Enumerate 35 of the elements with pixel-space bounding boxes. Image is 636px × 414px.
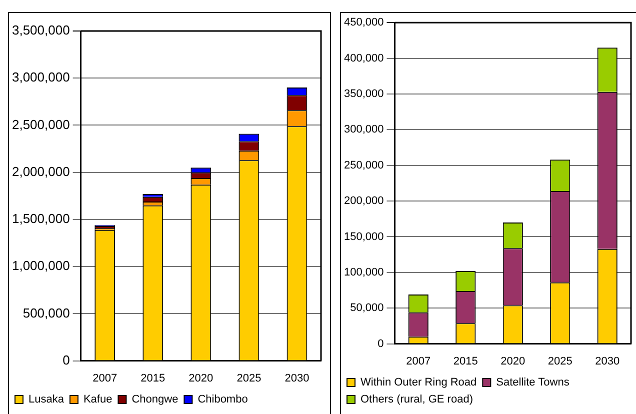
x-tick-label: 2025 [548, 355, 572, 368]
y-tick-label: 450,000 [344, 16, 384, 29]
legend-label: Others (rural, GE road) [360, 394, 473, 406]
y-tick-label: 200,000 [344, 195, 384, 208]
y-tick-label: 0 [378, 338, 384, 350]
y-tick-label: 2,000,000 [12, 164, 70, 179]
y-tick-label: 500,000 [22, 305, 70, 320]
y-tick-label: 50,000 [350, 302, 384, 314]
y-tick-label: 150,000 [344, 230, 384, 243]
x-tick-label: 2015 [453, 355, 478, 368]
y-tick-label: 3,000,000 [12, 70, 70, 85]
y-tick-label: 400,000 [344, 52, 384, 64]
x-tick-label: 2007 [92, 372, 118, 384]
y-tick-label: 1,500,000 [12, 211, 70, 226]
legend-label: Lusaka [28, 394, 65, 406]
legend-label: Chongwe [132, 394, 178, 406]
legend-label: Kafue [83, 394, 112, 406]
y-tick-label: 2,500,000 [12, 116, 70, 132]
y-tick-label: 350,000 [344, 88, 384, 100]
y-tick-label: 1,000,000 [12, 258, 70, 274]
y-tick-label: 0 [62, 352, 70, 368]
x-tick-label: 2025 [236, 372, 262, 384]
legend-label: Chibombo [198, 394, 248, 406]
x-tick-label: 2020 [188, 372, 214, 384]
legend-label: Satellite Towns [496, 376, 570, 389]
x-tick-label: 2030 [595, 355, 620, 368]
x-tick-label: 2020 [500, 355, 526, 368]
x-tick-label: 2007 [406, 355, 431, 368]
y-tick-label: 100,000 [344, 266, 384, 278]
y-tick-label: 3,500,000 [12, 22, 70, 38]
y-tick-label: 250,000 [344, 159, 384, 172]
x-tick-label: 2015 [140, 372, 166, 384]
y-tick-label: 300,000 [344, 124, 384, 136]
legend-label: Within Outer Ring Road [360, 376, 477, 389]
x-tick-label: 2030 [284, 372, 310, 384]
